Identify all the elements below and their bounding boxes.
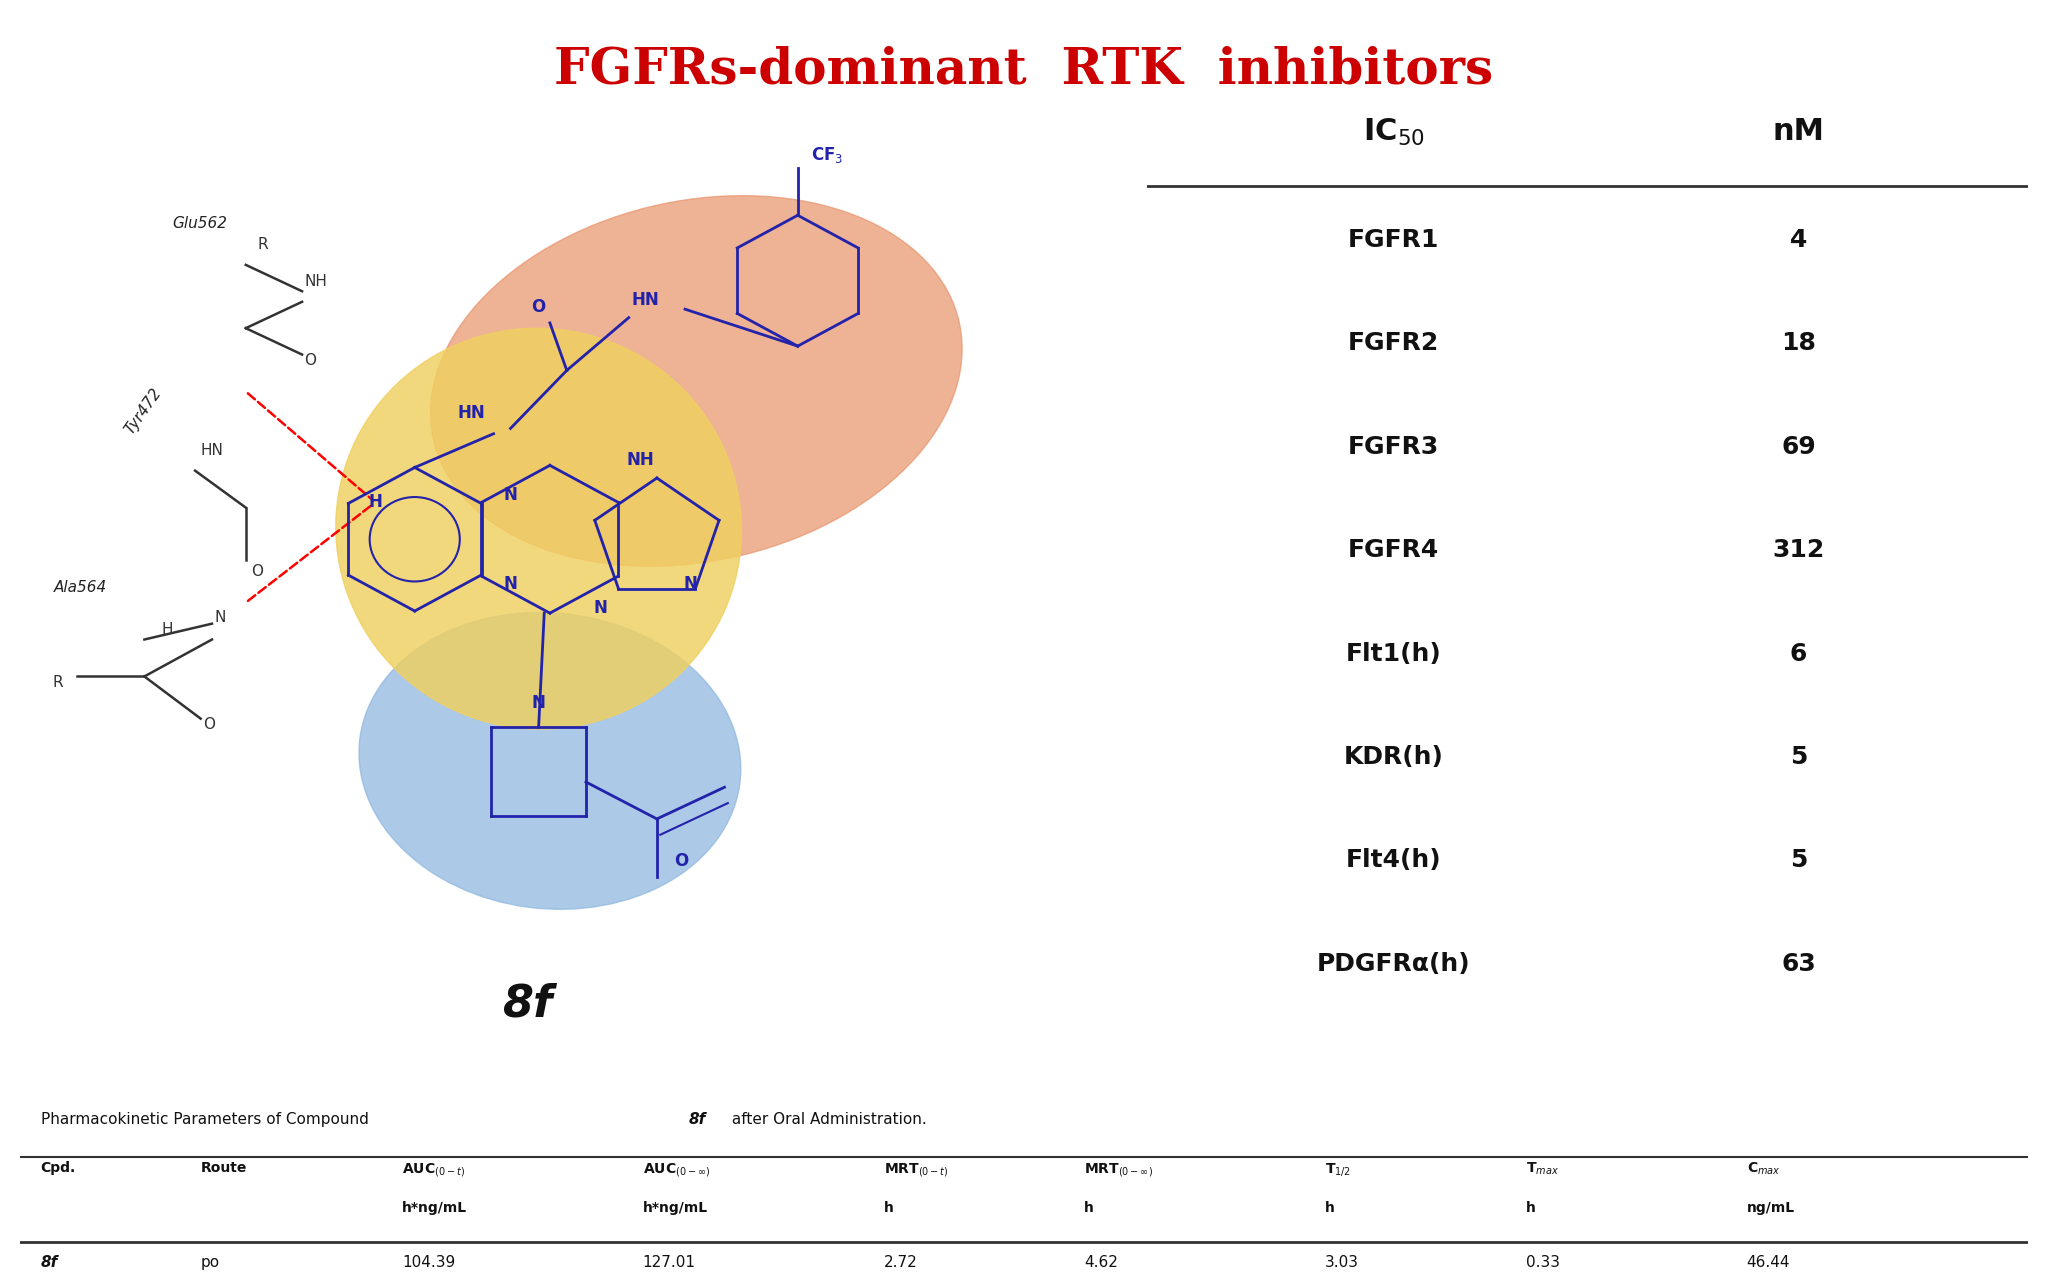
Text: KDR(h): KDR(h): [1343, 745, 1444, 770]
Text: HN: HN: [457, 404, 485, 422]
Text: O: O: [203, 717, 215, 732]
Text: h: h: [1083, 1201, 1094, 1215]
Text: N: N: [684, 574, 698, 592]
Text: T$_{max}$: T$_{max}$: [1526, 1161, 1559, 1178]
Text: H: H: [162, 622, 172, 637]
Text: O: O: [674, 852, 688, 870]
Text: 2.72: 2.72: [883, 1255, 918, 1269]
Text: PDGFRα(h): PDGFRα(h): [1317, 952, 1470, 976]
Text: O: O: [252, 564, 264, 579]
Text: N: N: [504, 574, 518, 592]
Text: N: N: [215, 610, 225, 624]
Text: Glu562: Glu562: [172, 216, 227, 230]
Text: Route: Route: [201, 1161, 248, 1175]
Text: 8f: 8f: [41, 1255, 57, 1269]
Text: 69: 69: [1782, 435, 1817, 458]
Text: Cpd.: Cpd.: [41, 1161, 76, 1175]
Text: Flt4(h): Flt4(h): [1346, 848, 1442, 873]
Text: 8f: 8f: [688, 1112, 707, 1127]
Text: 0.33: 0.33: [1526, 1255, 1561, 1269]
Text: h*ng/mL: h*ng/mL: [401, 1201, 467, 1215]
Text: FGFRs-dominant  RTK  inhibitors: FGFRs-dominant RTK inhibitors: [555, 45, 1493, 94]
Text: 4: 4: [1790, 228, 1806, 252]
Text: HN: HN: [201, 443, 223, 458]
Text: po: po: [201, 1255, 221, 1269]
Text: R: R: [258, 237, 268, 252]
Text: 18: 18: [1782, 331, 1817, 355]
Text: 63: 63: [1782, 952, 1817, 976]
Text: 3.03: 3.03: [1325, 1255, 1360, 1269]
Text: FGFR4: FGFR4: [1348, 538, 1440, 562]
Text: T$_{1/2}$: T$_{1/2}$: [1325, 1161, 1352, 1178]
Text: NH: NH: [627, 452, 653, 468]
Ellipse shape: [358, 613, 741, 910]
Text: 6: 6: [1790, 642, 1806, 665]
Text: h: h: [1325, 1201, 1335, 1215]
Text: Ala564: Ala564: [55, 580, 109, 595]
Text: Pharmacokinetic Parameters of Compound: Pharmacokinetic Parameters of Compound: [41, 1112, 373, 1127]
Text: H: H: [369, 493, 383, 511]
Text: h: h: [883, 1201, 893, 1215]
Text: 8f: 8f: [502, 982, 553, 1026]
Text: h*ng/mL: h*ng/mL: [643, 1201, 709, 1215]
Text: MRT$_{(0-t)}$: MRT$_{(0-t)}$: [883, 1161, 948, 1179]
Text: MRT$_{(0-\infty)}$: MRT$_{(0-\infty)}$: [1083, 1161, 1153, 1179]
Text: NH: NH: [305, 274, 328, 290]
Text: IC$_{50}$: IC$_{50}$: [1362, 117, 1423, 148]
Text: N: N: [504, 486, 518, 505]
Text: C$_{max}$: C$_{max}$: [1747, 1161, 1780, 1178]
Text: AUC$_{(0-t)}$: AUC$_{(0-t)}$: [401, 1161, 465, 1179]
Text: 4.62: 4.62: [1083, 1255, 1118, 1269]
Text: AUC$_{(0-\infty)}$: AUC$_{(0-\infty)}$: [643, 1161, 711, 1179]
Ellipse shape: [430, 196, 963, 566]
Text: HN: HN: [631, 291, 659, 309]
Text: CF$_3$: CF$_3$: [811, 145, 844, 166]
Text: R: R: [51, 674, 63, 690]
Text: 5: 5: [1790, 745, 1806, 770]
Text: Tyr472: Tyr472: [123, 385, 164, 436]
Text: O: O: [532, 299, 545, 317]
Text: 46.44: 46.44: [1747, 1255, 1790, 1269]
Text: FGFR3: FGFR3: [1348, 435, 1440, 458]
Text: ng/mL: ng/mL: [1747, 1201, 1794, 1215]
Text: FGFR2: FGFR2: [1348, 331, 1440, 355]
Text: N: N: [594, 598, 608, 616]
Text: nM: nM: [1774, 117, 1825, 147]
Text: h: h: [1526, 1201, 1536, 1215]
Text: N: N: [532, 694, 545, 712]
Text: 5: 5: [1790, 848, 1806, 873]
Text: Flt1(h): Flt1(h): [1346, 642, 1442, 665]
Text: 127.01: 127.01: [643, 1255, 696, 1269]
Text: FGFR1: FGFR1: [1348, 228, 1440, 252]
Text: 312: 312: [1772, 538, 1825, 562]
Text: O: O: [305, 353, 315, 368]
Ellipse shape: [336, 328, 741, 730]
Text: 104.39: 104.39: [401, 1255, 455, 1269]
Text: after Oral Administration.: after Oral Administration.: [727, 1112, 926, 1127]
